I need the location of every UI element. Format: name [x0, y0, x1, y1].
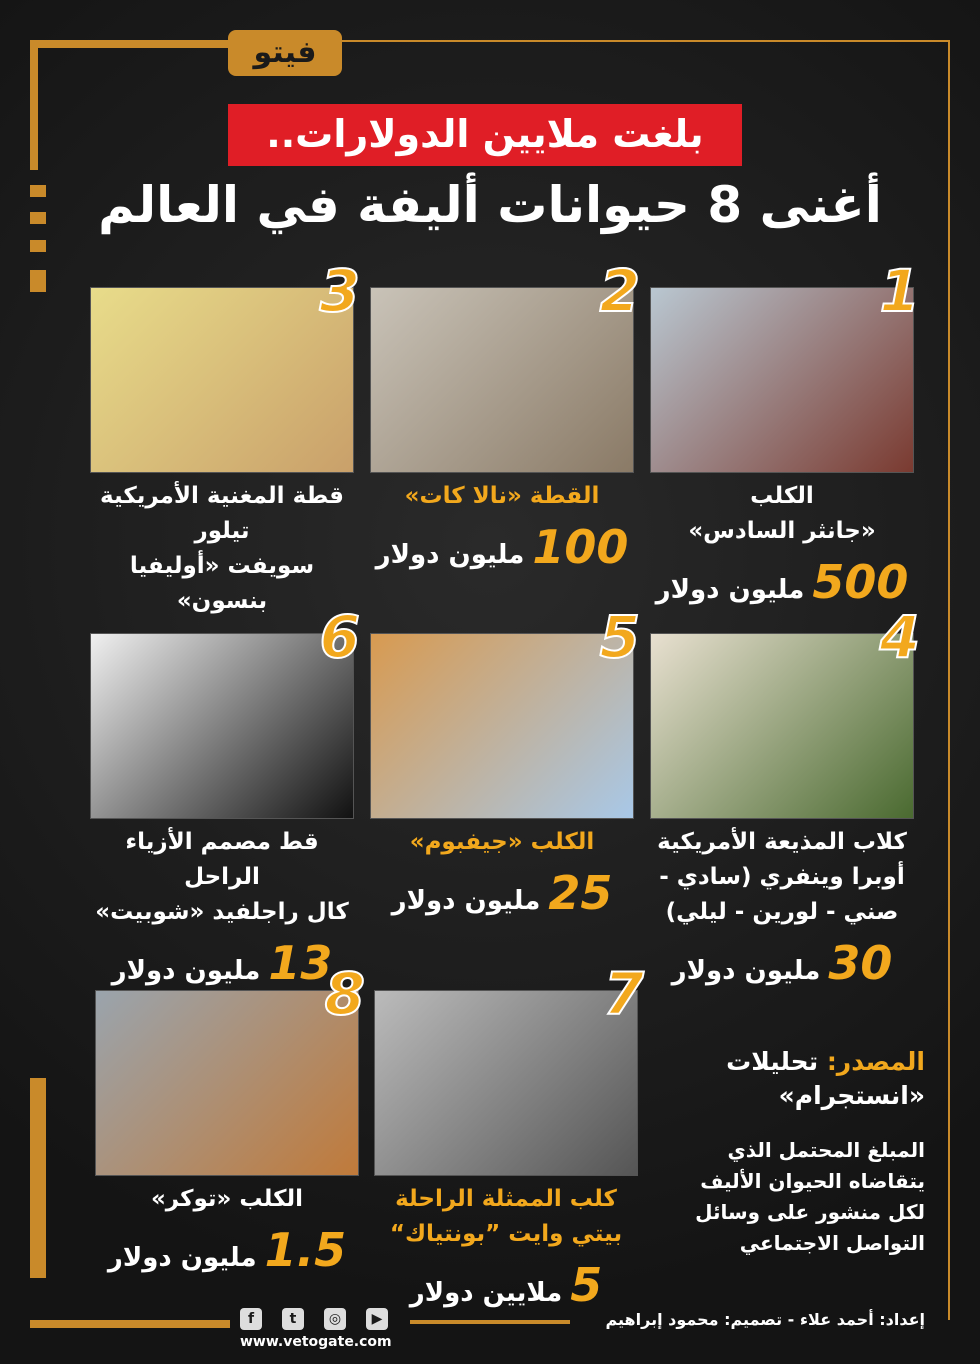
pet-card: 6 قط مصمم الأزياء الراحل كال راجلفيد «شوبي… — [90, 602, 361, 990]
amount: 13 — [268, 936, 333, 990]
description-line: قط مصمم الأزياء الراحل — [125, 829, 319, 890]
pet-worth: 30مليون دولار — [650, 936, 914, 990]
pet-card: 3 قطة المغنية الأمريكية تيلور سويفت «أوليف… — [90, 256, 361, 679]
description-line: صني - لورين - ليلي) — [665, 899, 899, 925]
pet-photo — [370, 633, 634, 819]
frame-line — [342, 40, 950, 42]
rank-number: 4 — [879, 602, 921, 672]
amount: 1.5 — [264, 1223, 347, 1277]
pet-card: 1 الكلب «جانثر السادس» 500مليون دولار — [650, 256, 921, 609]
unit: ملايين دولار — [409, 1278, 563, 1308]
frame-line — [30, 1078, 46, 1278]
pet-card: 5 الكلب «جيفبوم» 25مليون دولار — [370, 602, 641, 920]
page-title: أغنى 8 حيوانات أليفة في العالم — [98, 176, 882, 234]
frame-line — [30, 40, 230, 48]
unit: مليون دولار — [655, 575, 805, 605]
notes: المصدر: تحليلات «انستجرام» المبلغ المحتم… — [660, 1045, 925, 1259]
source-value: تحليلات «انستجرام» — [726, 1047, 925, 1110]
pet-worth: 500مليون دولار — [650, 555, 914, 609]
frame-line — [948, 40, 950, 1320]
pet-photo — [650, 633, 914, 819]
description-line: بيتي وايت ”بونتياك“ — [389, 1221, 623, 1247]
credits: إعداد: أحمد علاء - تصميم: محمود إبراهيم — [605, 1310, 925, 1329]
youtube-icon[interactable]: ▶ — [366, 1308, 388, 1330]
pet-description: الكلب «جيفبوم» — [370, 825, 634, 860]
pet-worth: 25مليون دولار — [370, 866, 634, 920]
frame-line — [30, 1320, 230, 1328]
rank-number: 3 — [319, 256, 361, 326]
source-label: المصدر: — [826, 1047, 925, 1076]
source: المصدر: تحليلات «انستجرام» — [660, 1045, 925, 1113]
pet-photo — [370, 287, 634, 473]
description-line: الكلب «جيفبوم» — [409, 829, 595, 855]
pet-photo — [374, 990, 638, 1176]
note: المبلغ المحتمل الذي يتقاضاه الحيوان الأل… — [695, 1138, 925, 1255]
website-url[interactable]: www.vetogate.com — [240, 1334, 392, 1350]
rank-number: 6 — [319, 602, 361, 672]
unit: مليون دولار — [111, 956, 261, 986]
pet-card: 7 كلب الممثلة الراحلة بيتي وايت ”بونتياك“ 5… — [374, 959, 645, 1312]
description-line: كال راجلفيد «شوبيت» — [95, 899, 349, 925]
pet-description: قط مصمم الأزياء الراحل كال راجلفيد «شوبيت… — [90, 825, 354, 930]
frame-line — [410, 1320, 570, 1324]
unit: مليون دولار — [375, 540, 525, 570]
description-line: الكلب — [750, 483, 814, 509]
pet-photo — [650, 287, 914, 473]
unit: مليون دولار — [391, 886, 541, 916]
pet-card: 8 الكلب «توكر» 1.5مليون دولار — [95, 959, 366, 1277]
logo: فيتو — [228, 30, 342, 76]
facebook-icon[interactable]: f — [240, 1308, 262, 1330]
description-line: سويفت «أوليفيا بنسون» — [129, 553, 315, 614]
description-line: كلاب المذيعة الأمريكية — [657, 829, 907, 855]
pet-description: قطة المغنية الأمريكية تيلور سويفت «أوليفي… — [90, 479, 354, 619]
banner-title: بلغت ملايين الدولارات.. — [228, 104, 742, 166]
rank-number: 1 — [879, 256, 921, 326]
description-line: «جانثر السادس» — [688, 518, 876, 544]
instagram-icon[interactable]: ◎ — [324, 1308, 346, 1330]
pet-worth: 100مليون دولار — [370, 520, 634, 574]
description-line: قطة المغنية الأمريكية تيلور — [100, 483, 344, 544]
amount: 100 — [532, 520, 629, 574]
twitter-icon[interactable]: t — [282, 1308, 304, 1330]
pet-description: الكلب «جانثر السادس» — [650, 479, 914, 549]
description-line: أوبرا وينفري (سادي - — [659, 864, 905, 890]
amount: 30 — [828, 936, 893, 990]
frame-line — [30, 240, 46, 252]
pet-worth: 13مليون دولار — [90, 936, 354, 990]
pet-description: كلاب المذيعة الأمريكية أوبرا وينفري (سادي… — [650, 825, 914, 930]
description-line: كلب الممثلة الراحلة — [395, 1186, 617, 1212]
amount: 5 — [570, 1258, 603, 1312]
pet-description: كلب الممثلة الراحلة بيتي وايت ”بونتياك“ — [374, 1182, 638, 1252]
description-line: القطة «نالا كات» — [404, 483, 600, 509]
frame-line — [30, 270, 46, 292]
pet-photo — [90, 633, 354, 819]
social-links: f t ◎ ▶ — [240, 1308, 388, 1330]
rank-number: 8 — [324, 959, 366, 1029]
pet-photo — [90, 287, 354, 473]
rank-number: 2 — [599, 256, 641, 326]
pet-description: القطة «نالا كات» — [370, 479, 634, 514]
pet-card: 2 القطة «نالا كات» 100مليون دولار — [370, 256, 641, 574]
pet-worth: 1.5مليون دولار — [95, 1223, 359, 1277]
pet-worth: 5ملايين دولار — [374, 1258, 638, 1312]
frame-line — [30, 212, 46, 224]
pet-photo — [95, 990, 359, 1176]
rank-number: 7 — [603, 959, 645, 1029]
pet-card: 4 كلاب المذيعة الأمريكية أوبرا وينفري (ساد… — [650, 602, 921, 990]
frame-line — [30, 40, 38, 170]
unit: مليون دولار — [107, 1243, 257, 1273]
amount: 500 — [812, 555, 909, 609]
frame-line — [30, 185, 46, 197]
rank-number: 5 — [599, 602, 641, 672]
unit: مليون دولار — [671, 956, 821, 986]
description-line: الكلب «توكر» — [150, 1186, 304, 1212]
pet-description: الكلب «توكر» — [95, 1182, 359, 1217]
amount: 25 — [548, 866, 613, 920]
